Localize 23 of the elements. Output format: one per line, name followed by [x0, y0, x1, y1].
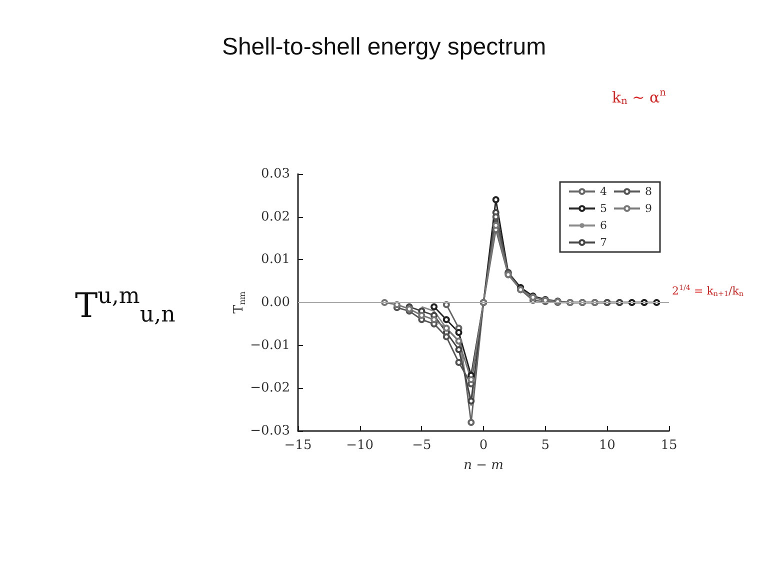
y-tick-label: 0.00 — [261, 295, 290, 310]
legend-label: 7 — [600, 236, 608, 249]
x-axis-title: n − m — [464, 458, 504, 473]
y-tick-label: −0.02 — [250, 380, 290, 396]
legend-label: 4 — [600, 185, 608, 198]
x-tick-label: −10 — [346, 438, 374, 453]
y-tick-label: −0.01 — [250, 338, 290, 353]
y-axis-title: Tnm — [231, 291, 247, 314]
legend-label: 6 — [600, 219, 608, 232]
y-tick-label: −0.03 — [250, 424, 290, 438]
y-tick-label: 0.01 — [261, 252, 290, 268]
x-tick-label: −5 — [412, 438, 432, 453]
x-tick-label: 10 — [598, 438, 616, 453]
y-tick-label: 0.03 — [261, 166, 290, 182]
legend-label: 5 — [600, 202, 608, 215]
legend-label: 8 — [645, 185, 652, 198]
y-tick-label: 0.02 — [261, 209, 290, 224]
x-tick-label: 15 — [660, 438, 678, 453]
legend-label: 9 — [645, 202, 652, 215]
chart-title: Shell-to-shell energy spectrum — [222, 34, 546, 60]
x-tick-label: 5 — [541, 438, 550, 453]
x-tick-label: −15 — [284, 438, 312, 453]
x-tick-label: 0 — [479, 438, 488, 453]
